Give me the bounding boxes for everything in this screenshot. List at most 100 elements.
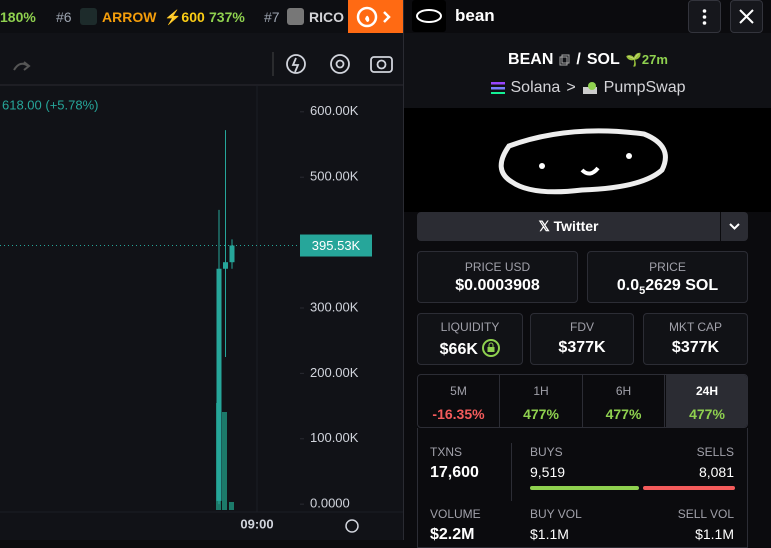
ticker-name[interactable]: RICO [309,9,344,25]
chain[interactable]: Solana [510,79,561,96]
twitter-button[interactable]: 𝕏 Twitter [417,212,720,241]
x-tick-label: 09:00 [240,516,273,531]
header-title: bean [455,6,495,25]
value: $377K [671,339,720,356]
dex-logo [582,82,597,94]
copy-icon[interactable] [559,54,570,66]
metric-box: FDV $377K [530,313,634,365]
age: 27m [641,52,668,67]
camera-icon[interactable] [370,56,393,73]
label: SELLS [696,445,734,459]
chart-bg [0,33,403,540]
fire-icon [356,6,391,28]
value-prefix: 0.0 [616,277,640,294]
tab[interactable]: 24H 477% [665,375,747,427]
label: PRICE [649,260,686,274]
value: 9,519 [530,464,566,480]
base-symbol: BEAN [508,51,554,68]
separator: / [576,51,581,68]
label: TXNS [430,445,463,459]
tab-label: 1H [533,384,549,398]
candle-body [216,268,222,501]
label: VOLUME [430,507,481,521]
arrow: > [566,79,576,96]
close-button[interactable] [730,0,763,33]
token-icon [80,8,97,25]
label: LIQUIDITY [440,320,500,334]
trending-button[interactable] [348,0,403,33]
label: BUYS [530,445,563,459]
buy-bar [530,486,639,490]
tab-change: 477% [605,406,642,422]
label: SELL VOL [677,507,734,521]
alert-icon[interactable] [286,54,306,74]
candle-body [229,245,235,263]
socials-dropdown[interactable] [721,212,748,241]
tab-label: 6H [615,384,632,398]
lock-icon [482,339,501,357]
settings-icon[interactable] [330,54,350,74]
label: PRICE USD [464,260,531,274]
value: $1.1M [695,526,734,542]
tab-change: 477% [689,406,725,422]
value: 8,081 [698,464,734,480]
y-tick-label: 100.00K [310,430,359,445]
chart: 618.00 (+5.78%) 09:00 0.0000 100.00K 200.0… [0,33,403,540]
current-price-tag [300,234,372,257]
token-image [404,108,771,212]
value: $66K [418,339,522,359]
solana-logo [490,82,505,94]
settings-icon[interactable] [345,519,359,533]
y-tick-label: 200.00K [310,365,359,380]
tab-change: 477% [523,406,559,422]
ticker-change: 737% [209,9,245,25]
token-avatar [412,0,446,32]
price-change-label: 618.00 (+5.78%) [2,97,98,112]
y-tick-label: 300.00K [310,299,359,314]
tab-label: 5M [450,384,467,398]
timeframe-tabs: 5M -16.35% 1H 477% 6H 477% 24H 477% [417,374,748,428]
label: BUY VOL [530,507,582,521]
value: $377K [558,339,606,356]
redo-icon[interactable] [13,61,31,71]
sell-bar [643,486,735,490]
price-native-box: PRICE 0.052629 SOL [587,251,748,303]
ticker-name[interactable]: ARROW [102,9,157,25]
stats: TXNS 17,600 BUYS 9,519 SELLS 8,081 VOLUM… [417,428,748,548]
ticker-boost: ⚡600 [164,9,205,25]
menu-button[interactable] [688,0,721,33]
pair-info: BEAN / SOL 🌱27m Solana > PumpSwap [404,33,771,108]
tab[interactable]: 6H 477% [583,375,665,427]
price-usd-box: PRICE USD $0.0003908 [417,251,578,303]
tab[interactable]: 1H 477% [501,375,583,427]
twitter-label: Twitter [553,218,599,234]
side-panel: bean BEAN / SOL 🌱27m Solana > PumpSwap 𝕏… [403,0,771,548]
token-icon [287,8,304,25]
zero-count: 5 [639,285,646,298]
candle-body [223,262,228,269]
tab[interactable]: 5M -16.35% [418,375,500,427]
value: $0.0003908 [455,277,540,294]
divider [511,443,512,501]
dex[interactable]: PumpSwap [603,79,686,96]
value-rest: 2629 SOL [645,277,719,294]
current-price-label: 395.53K [312,238,361,253]
quote-symbol: SOL [586,51,620,68]
y-tick-label: 600.00K [310,103,359,118]
tab-change: -16.35% [432,406,485,422]
tab-label: 24H [695,384,718,398]
value: $1.1M [530,526,569,542]
pair-age: 🌱27m [625,52,668,67]
value: $2.2M [430,526,475,543]
metric-box: LIQUIDITY $66K [417,313,523,365]
value: 17,600 [430,464,479,481]
label: MKT CAP [668,320,723,334]
label: FDV [570,320,594,334]
ticker: 180% #6 ARROW ⚡600 737% #7 RICO [0,0,348,33]
metric-box: MKT CAP $377K [643,313,748,365]
y-tick-label: 500.00K [310,169,359,184]
y-tick-label: 0.0000 [310,496,350,511]
ticker-change: 180% [0,9,36,25]
ticker-rank: #7 [264,9,280,25]
